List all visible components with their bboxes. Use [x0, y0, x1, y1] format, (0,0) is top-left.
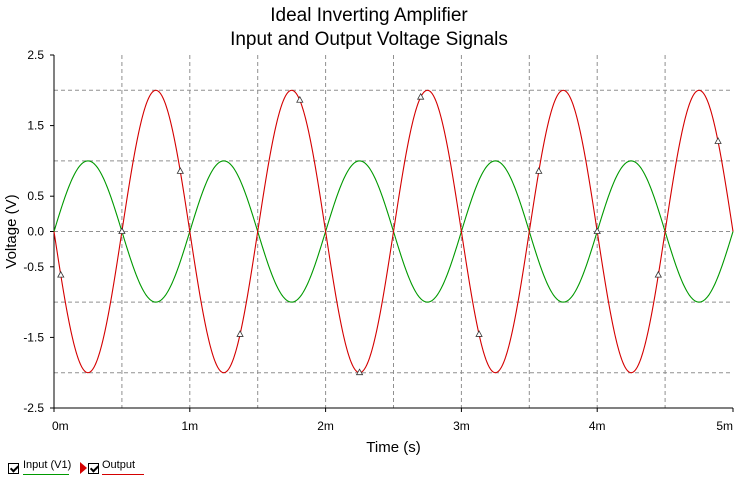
x-tick-label: 2m	[317, 419, 334, 433]
y-tick-label: 2.5	[27, 48, 44, 62]
x-tick-label: 3m	[453, 419, 470, 433]
x-tick-label: 0m	[52, 419, 69, 433]
chart-subtitle: Input and Output Voltage Signals	[230, 29, 508, 50]
series-marker	[118, 227, 126, 234]
series-marker	[296, 95, 304, 103]
legend-line-input	[23, 474, 69, 475]
series-marker	[416, 92, 425, 100]
x-tick-label: 4m	[589, 419, 606, 433]
legend-label-output: Output	[102, 459, 136, 471]
series-marker	[475, 330, 483, 337]
chart-title: Ideal Inverting Amplifier	[270, 5, 468, 26]
legend-checkbox-input[interactable]	[8, 463, 19, 474]
series-marker	[176, 167, 184, 174]
series-marker	[593, 227, 601, 234]
y-tick-label: 0.0	[27, 225, 44, 239]
x-tick-label: 5m	[716, 419, 733, 433]
y-axis-label: Voltage (V)	[3, 194, 20, 268]
series-marker	[236, 330, 244, 337]
y-tick-label: 1.5	[27, 119, 44, 133]
y-tick-label: -2.5	[23, 401, 44, 415]
legend-checkbox-output[interactable]	[88, 463, 99, 474]
series-marker	[57, 270, 65, 278]
chart-title-block: Ideal Inverting Amplifier Input and Outp…	[0, 4, 738, 52]
series	[53, 89, 734, 376]
series-line-1	[53, 89, 734, 374]
y-tick-label: -1.5	[23, 330, 44, 344]
x-tick-label: 1m	[181, 419, 198, 433]
series-marker	[654, 270, 662, 278]
y-tick-label: -0.5	[23, 260, 44, 274]
legend-line-output	[102, 474, 144, 475]
tick-labels: 2.5 1.5 0.5 0.0 -0.5 -1.5 -2.5 0m 1m 2m 3m 4m 5m	[23, 48, 733, 433]
y-tick-label: 0.5	[27, 189, 44, 203]
legend-marker-icon	[80, 462, 87, 474]
axes	[50, 54, 734, 412]
series-marker	[714, 137, 722, 144]
legend-label-input: Input (V1)	[23, 459, 72, 471]
series-marker	[355, 368, 364, 376]
series-marker	[535, 167, 543, 174]
x-axis-label: Time (s)	[366, 439, 420, 456]
